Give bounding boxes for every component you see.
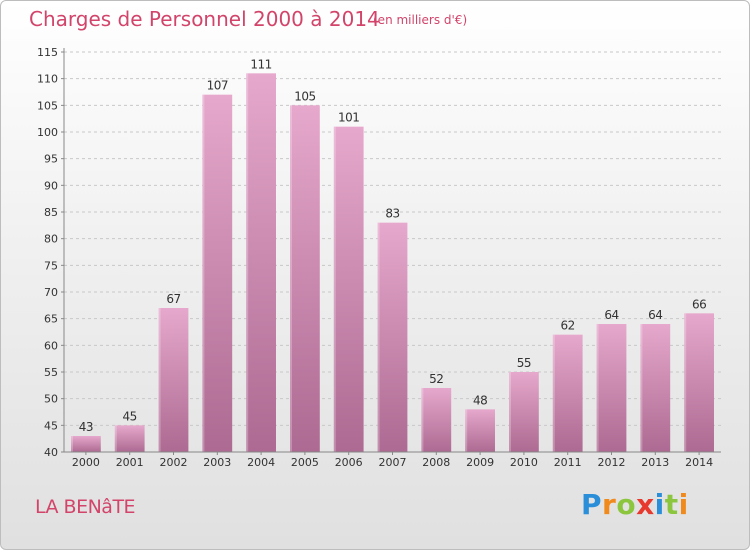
x-tick-label: 2003 xyxy=(203,456,231,469)
bar-value-label: 111 xyxy=(250,57,271,71)
x-tick-label: 2014 xyxy=(685,456,713,469)
x-tick-label: 2012 xyxy=(598,456,626,469)
bar-value-label: 105 xyxy=(294,89,315,103)
logo-letter: i xyxy=(678,488,689,521)
bar-value-label: 45 xyxy=(123,409,137,423)
bar xyxy=(640,324,671,452)
logo-letter: o xyxy=(616,488,637,521)
bar-value-label: 64 xyxy=(648,308,662,322)
x-tick-label: 2011 xyxy=(554,456,582,469)
bar xyxy=(684,313,714,452)
bar-value-label: 101 xyxy=(338,111,359,125)
bar xyxy=(114,425,145,452)
bar-highlight xyxy=(202,94,205,453)
bar xyxy=(421,388,452,452)
bar-value-label: 64 xyxy=(604,308,618,322)
x-tick-label: 2008 xyxy=(422,456,450,469)
bar-highlight xyxy=(246,73,249,452)
bar-value-label: 62 xyxy=(561,319,575,333)
bar-value-label: 67 xyxy=(166,292,180,306)
logo-letter: r xyxy=(602,488,617,521)
commune-name: LA BENâTE xyxy=(35,496,136,518)
bar-value-label: 48 xyxy=(473,393,487,407)
x-tick-label: 2010 xyxy=(510,456,538,469)
y-tick-label: 50 xyxy=(44,393,58,406)
y-tick-label: 60 xyxy=(44,339,58,352)
y-tick-label: 80 xyxy=(44,233,58,246)
x-tick-label: 2001 xyxy=(116,456,144,469)
bar-value-label: 66 xyxy=(692,297,706,311)
bar-highlight xyxy=(377,222,380,452)
y-tick-label: 90 xyxy=(44,179,58,192)
y-tick-label: 115 xyxy=(37,46,58,59)
bar-highlight xyxy=(509,372,512,452)
x-tick-label: 2002 xyxy=(160,456,188,469)
bar xyxy=(71,436,101,452)
chart-subtitle: (en milliers d'€) xyxy=(373,13,468,27)
y-tick-label: 55 xyxy=(44,366,58,379)
bar xyxy=(202,94,233,453)
logo-letter: P xyxy=(581,488,603,521)
bar-highlight xyxy=(421,388,424,452)
y-tick-label: 100 xyxy=(37,126,58,139)
bar-highlight xyxy=(333,126,336,453)
bar-value-label: 107 xyxy=(207,79,228,93)
bar xyxy=(290,105,320,452)
bar-highlight xyxy=(158,308,161,452)
bar xyxy=(465,409,495,452)
logo-letter: i xyxy=(654,488,665,521)
logo-letter: x xyxy=(636,488,655,521)
bar-highlight xyxy=(114,425,117,452)
logo-letter: t xyxy=(664,488,679,521)
x-tick-label: 2007 xyxy=(379,456,407,469)
y-tick-label: 85 xyxy=(44,206,58,219)
y-tick-label: 45 xyxy=(44,419,58,432)
bar xyxy=(552,334,583,452)
proxiti-logo: Proxiti xyxy=(581,488,689,521)
bar-highlight xyxy=(71,436,74,452)
x-tick-label: 2000 xyxy=(72,456,100,469)
bar-highlight xyxy=(596,324,599,452)
y-tick-label: 65 xyxy=(44,313,58,326)
y-tick-label: 110 xyxy=(37,73,58,86)
bar-value-label: 83 xyxy=(385,207,399,221)
y-tick-label: 70 xyxy=(44,286,58,299)
chart-title: Charges de Personnel 2000 à 2014 xyxy=(29,7,380,31)
x-tick-label: 2006 xyxy=(335,456,363,469)
y-tick-label: 95 xyxy=(44,153,58,166)
y-tick-label: 105 xyxy=(37,99,58,112)
y-tick-label: 40 xyxy=(44,446,58,459)
x-tick-label: 2005 xyxy=(291,456,319,469)
bar-highlight xyxy=(684,313,687,452)
bar xyxy=(377,222,408,452)
bar-value-label: 43 xyxy=(79,420,93,434)
x-tick-label: 2009 xyxy=(466,456,494,469)
x-tick-label: 2013 xyxy=(641,456,669,469)
bar xyxy=(333,126,364,453)
y-tick-label: 75 xyxy=(44,259,58,272)
bar xyxy=(596,324,627,452)
bar xyxy=(509,372,539,452)
bar-highlight xyxy=(552,334,555,452)
bar xyxy=(246,73,276,452)
bar-value-label: 55 xyxy=(517,356,531,370)
x-tick-label: 2004 xyxy=(247,456,275,469)
bar-value-label: 52 xyxy=(429,372,443,386)
bar-highlight xyxy=(290,105,293,452)
bar-highlight xyxy=(465,409,468,452)
bar xyxy=(158,308,189,452)
bar-highlight xyxy=(640,324,643,452)
